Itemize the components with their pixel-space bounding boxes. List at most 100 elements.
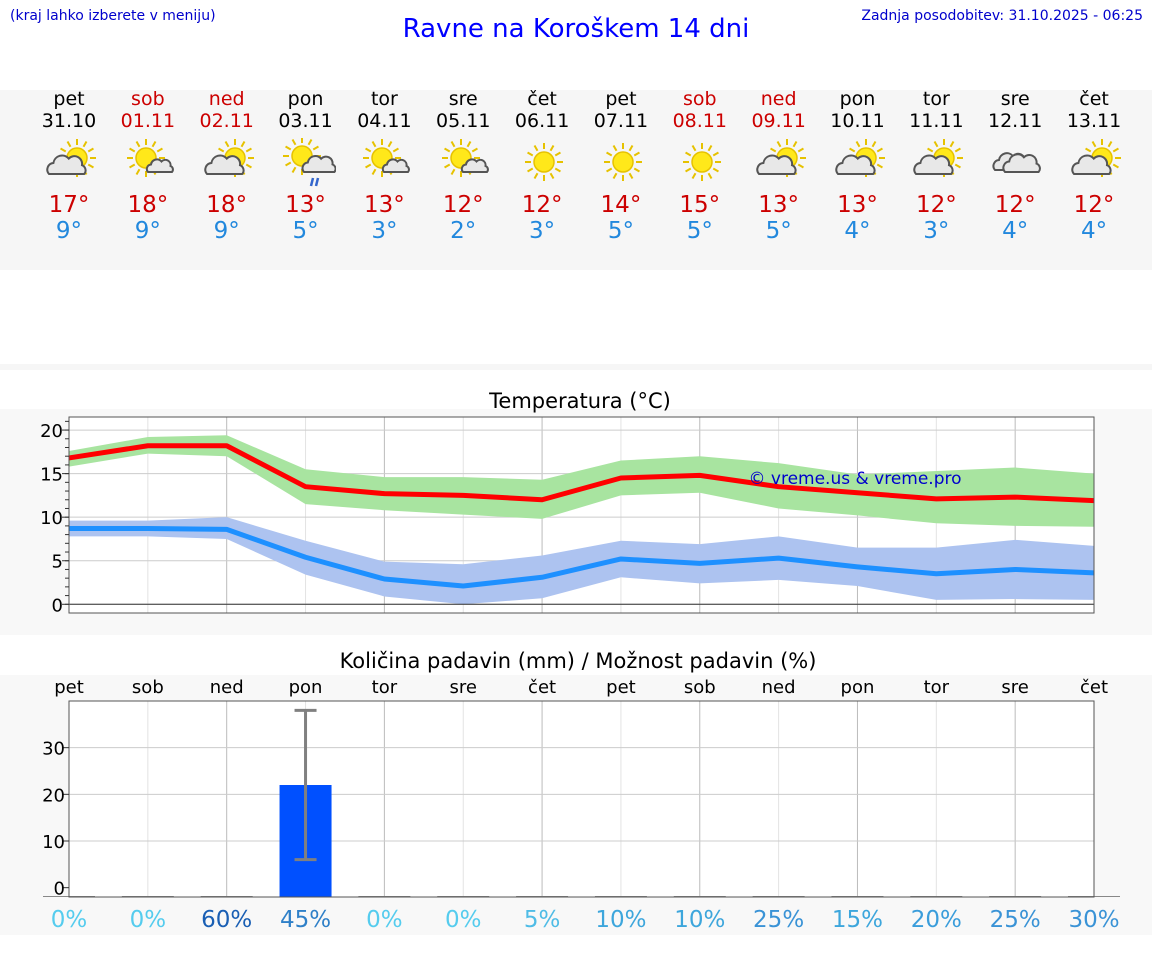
sun-cloud-icon bbox=[913, 139, 964, 177]
sun-cloud-rain-icon bbox=[282, 138, 336, 187]
temp-min: 9° bbox=[134, 218, 161, 244]
x-tick-label: ned bbox=[762, 677, 796, 698]
temp-max: 12° bbox=[521, 192, 563, 218]
chart-title: Temperatura (°C) bbox=[488, 389, 671, 413]
forecast-day: sob 08.11 15° 5° bbox=[655, 88, 745, 244]
day-name: ned bbox=[760, 88, 797, 110]
precipitation-chart: 0 10 20 30 pet sob ned pon tor sre čet pet sob ned pon… bbox=[42, 649, 1120, 933]
sun-cloud-icon bbox=[204, 139, 254, 177]
y-tick-label: 10 bbox=[40, 508, 63, 529]
forecast-day: tor 11.11 12° 3° bbox=[891, 88, 981, 244]
precip-probability: 20% bbox=[911, 907, 962, 933]
precip-probability: 10% bbox=[595, 907, 646, 933]
sun-icon bbox=[525, 143, 564, 181]
y-tick-label: 20 bbox=[40, 421, 63, 442]
x-tick-label: tor bbox=[372, 677, 398, 698]
sun-cloud-icon bbox=[1071, 139, 1122, 177]
x-tick-label: pet bbox=[54, 677, 84, 698]
day-name: sob bbox=[131, 88, 165, 110]
last-updated: Zadnja posodobitev: 31.10.2025 - 06:25 bbox=[861, 8, 1143, 24]
temp-max: 13° bbox=[837, 192, 878, 218]
temp-min: 5° bbox=[607, 218, 634, 244]
forecast-day: čet 06.11 12° 3° bbox=[497, 88, 587, 244]
temp-max: 13° bbox=[364, 192, 405, 218]
sun-small-cloud-icon bbox=[126, 139, 174, 177]
temp-max: 17° bbox=[48, 192, 90, 218]
forecast-day: ned 09.11 13° 5° bbox=[734, 88, 824, 244]
forecast-day: pon 10.11 13° 4° bbox=[813, 88, 903, 244]
x-tick-label: pet bbox=[606, 677, 636, 698]
precip-probability: 0% bbox=[51, 907, 88, 933]
x-tick-label: tor bbox=[924, 677, 950, 698]
precip-probability: 5% bbox=[524, 907, 561, 933]
forecast-day: pet 07.11 14° 5° bbox=[576, 88, 666, 244]
temp-min: 3° bbox=[371, 218, 398, 244]
x-tick-label: ned bbox=[210, 677, 244, 698]
sun-icon bbox=[682, 143, 721, 181]
x-tick-label: pon bbox=[289, 677, 323, 698]
temp-min: 2° bbox=[450, 218, 477, 244]
min-temp-range-band bbox=[69, 517, 1094, 605]
temp-max: 13° bbox=[758, 192, 800, 218]
day-name: čet bbox=[527, 88, 557, 110]
precip-probability: 10% bbox=[674, 907, 725, 933]
day-date: 31.10 bbox=[41, 110, 97, 132]
temp-max: 18° bbox=[206, 192, 248, 218]
forecast-day: ned 02.11 18° 9° bbox=[182, 88, 272, 244]
max-temp-range-band bbox=[69, 435, 1094, 527]
precip-probability: 15% bbox=[832, 907, 883, 933]
plot-frame bbox=[68, 416, 1095, 614]
plot-frame bbox=[68, 700, 1095, 898]
cloudy-icon bbox=[992, 152, 1042, 173]
x-tick-label: sob bbox=[132, 677, 164, 698]
forecast-day: pet 31.10 17° 9° bbox=[24, 88, 114, 244]
x-tick-label: pon bbox=[841, 677, 875, 698]
day-name: sre bbox=[1000, 88, 1030, 110]
x-tick-label: sre bbox=[1001, 677, 1028, 698]
precip-probability: 25% bbox=[990, 907, 1041, 933]
precip-probability: 60% bbox=[201, 907, 252, 933]
y-tick-label: 15 bbox=[40, 465, 63, 486]
day-name: ned bbox=[208, 88, 245, 110]
y-tick-label: 20 bbox=[42, 785, 65, 806]
day-name: pon bbox=[287, 88, 324, 110]
temp-min: 4° bbox=[1002, 218, 1029, 244]
precip-probability: 0% bbox=[445, 907, 482, 933]
forecast-strip bbox=[0, 90, 1152, 270]
sun-cloud-icon bbox=[834, 139, 885, 177]
precip-probability: 0% bbox=[366, 907, 403, 933]
temp-min: 3° bbox=[923, 218, 950, 244]
watermark: © vreme.us & vreme.pro bbox=[748, 469, 961, 489]
day-name: tor bbox=[922, 88, 950, 110]
temp-min: 4° bbox=[844, 218, 871, 244]
temp-max: 14° bbox=[600, 192, 642, 218]
temp-max: 12° bbox=[915, 192, 957, 218]
y-tick-label: 0 bbox=[54, 879, 65, 900]
day-date: 13.11 bbox=[1066, 110, 1122, 132]
x-tick-label: sob bbox=[684, 677, 716, 698]
precip-probability: 25% bbox=[753, 907, 804, 933]
day-name: tor bbox=[370, 88, 398, 110]
day-date: 12.11 bbox=[987, 110, 1043, 132]
day-name: pet bbox=[53, 88, 85, 110]
temp-min: 9° bbox=[213, 218, 240, 244]
forecast-day: sob 01.11 18° 9° bbox=[103, 88, 193, 244]
plot-area bbox=[69, 701, 1094, 897]
day-date: 10.11 bbox=[830, 110, 885, 132]
x-tick-label: čet bbox=[1080, 677, 1108, 698]
day-name: pet bbox=[605, 88, 637, 110]
sun-cloud-icon bbox=[755, 139, 806, 177]
temp-min: 5° bbox=[292, 218, 319, 244]
day-date: 03.11 bbox=[278, 110, 333, 132]
sun-icon bbox=[603, 143, 642, 181]
temp-min: 5° bbox=[686, 218, 713, 244]
sun-cloud-icon bbox=[46, 139, 96, 177]
temperature-chart: 0 5 10 15 20 Temperatura (°C) © vreme.us & vre… bbox=[40, 389, 1095, 616]
max-temp-line bbox=[68, 443, 1095, 504]
precip-probability: 45% bbox=[280, 907, 331, 933]
x-tick-label: sre bbox=[449, 677, 476, 698]
forecast-day: tor 04.11 13° 3° bbox=[339, 88, 429, 244]
day-date: 11.11 bbox=[909, 110, 964, 132]
y-tick-label: 5 bbox=[52, 552, 63, 573]
location-hint[interactable]: (kraj lahko izberete v meniju) bbox=[10, 8, 216, 24]
